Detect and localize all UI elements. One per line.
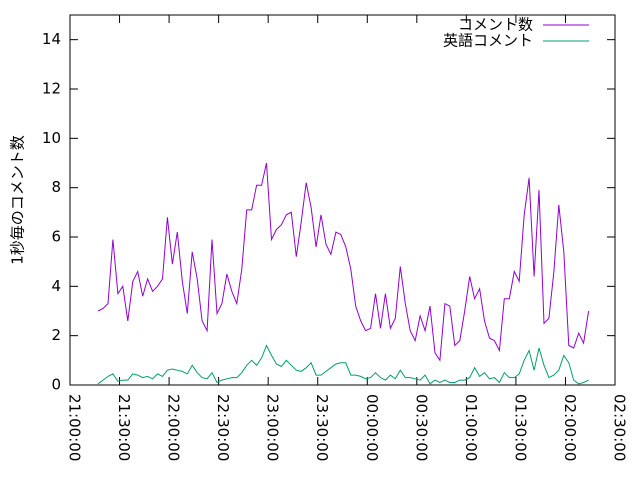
y-tick-label: 6 (51, 228, 61, 246)
x-tick-label: 21:30:00 (115, 394, 133, 461)
x-tick-label: 00:00:00 (363, 394, 381, 461)
x-tick-label: 02:30:00 (611, 394, 629, 461)
series-line (97, 162, 590, 362)
y-tick-label: 8 (51, 178, 61, 196)
y-tick-label: 2 (51, 326, 61, 344)
legend-label: コメント数 (458, 16, 533, 34)
plot-border (69, 14, 616, 386)
x-tick-label: 22:00:00 (165, 394, 183, 461)
x-tick-label: 02:00:00 (561, 394, 579, 461)
series-line (97, 344, 589, 385)
y-axis-label: 1秒毎のコメント数 (9, 135, 27, 265)
x-tick-label: 23:00:00 (264, 394, 282, 461)
y-tick-label: 10 (42, 129, 61, 147)
y-tick-label: 4 (51, 277, 61, 295)
y-tick-label: 12 (42, 80, 61, 98)
y-tick-label: 0 (51, 376, 61, 394)
legend-label: 英語コメント (443, 32, 533, 50)
x-tick-label: 22:30:00 (214, 394, 232, 461)
x-tick-label: 21:00:00 (66, 394, 84, 461)
x-tick-label: 01:00:00 (462, 394, 480, 461)
y-tick-label: 14 (42, 30, 61, 48)
x-tick-label: 23:30:00 (313, 394, 331, 461)
x-tick-label: 00:30:00 (412, 394, 430, 461)
x-tick-label: 01:30:00 (511, 394, 529, 461)
